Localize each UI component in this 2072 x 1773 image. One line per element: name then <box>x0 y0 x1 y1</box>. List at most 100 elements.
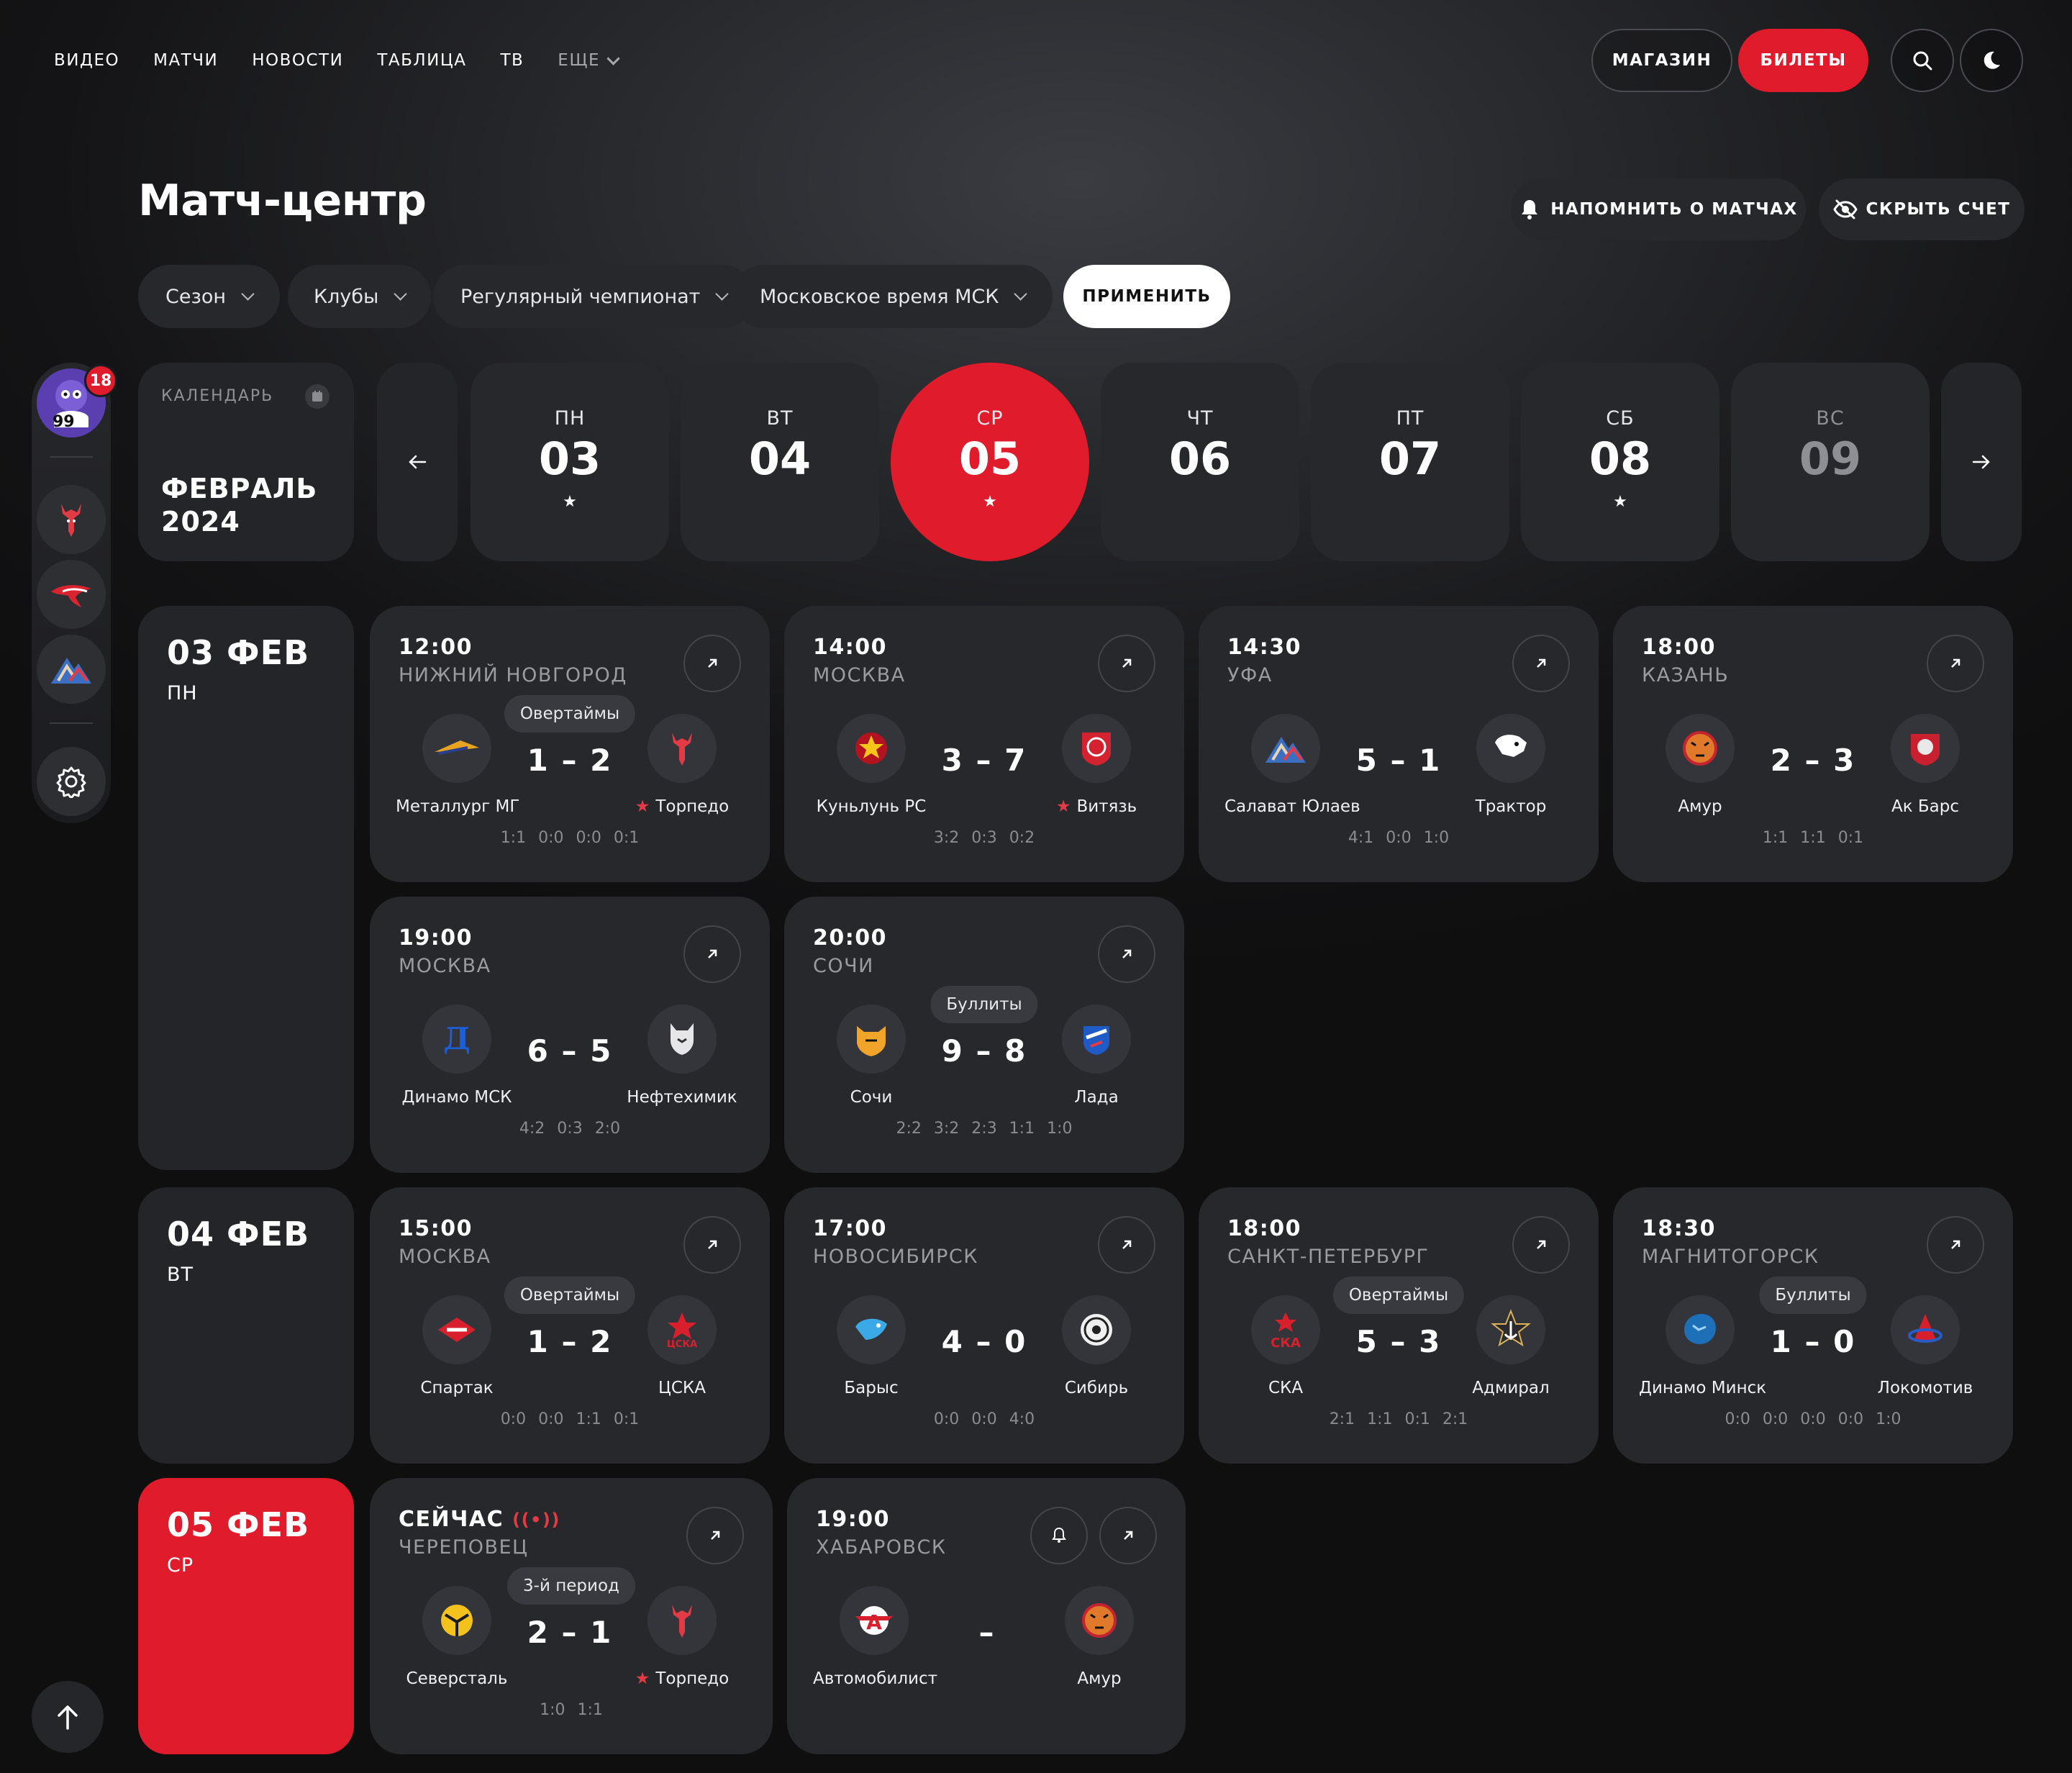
nav-more[interactable]: ЕЩЕ <box>558 51 620 70</box>
hide-score-button[interactable]: СКРЫТЬ СЧЕТ <box>1819 178 2025 240</box>
nav-news[interactable]: НОВОСТИ <box>252 51 344 70</box>
match-card-upcoming[interactable]: 19:00 ХАБАРОВСК А Автомобилист – Амур <box>787 1478 1186 1754</box>
away-team: ★ Торпедо <box>621 1586 743 1688</box>
open-match-button[interactable] <box>1927 635 1984 692</box>
day-wed[interactable]: СР 05 ★ <box>891 363 1089 561</box>
scroll-top-button[interactable] <box>32 1681 104 1753</box>
day-mon[interactable]: ПН 03 ★ <box>471 363 669 561</box>
match-card[interactable]: 19:00 МОСКВА Д Динамо МСК 6 – 5 Нефтехими… <box>370 897 770 1173</box>
timezone-select[interactable]: Московское время МСК <box>732 265 1053 328</box>
match-time: 14:30 <box>1227 635 1301 660</box>
remind-button[interactable]: НАПОМНИТЬ О МАТЧАХ <box>1511 178 1806 240</box>
calendar-month-name: ФЕВРАЛЬ <box>161 473 318 504</box>
tournament-select[interactable]: Регулярный чемпионат <box>433 265 755 328</box>
remind-match-button[interactable] <box>1030 1507 1088 1564</box>
open-match-button[interactable] <box>1512 635 1570 692</box>
team-name: СКА <box>1268 1379 1304 1397</box>
sidebar-club-salavat[interactable] <box>37 635 106 704</box>
shop-button[interactable]: МАГАЗИН <box>1591 29 1732 92</box>
day-number: 06 <box>1168 432 1232 485</box>
nav-table[interactable]: ТАБЛИЦА <box>377 51 467 70</box>
open-match-button[interactable] <box>1098 925 1155 983</box>
match-card[interactable]: 17:00 НОВОСИБИРСК Барыс 4 – 0 Сибирь 0:0… <box>784 1187 1184 1464</box>
spartak-logo-icon <box>422 1295 491 1364</box>
chevron-down-icon <box>606 51 620 65</box>
date-label: 03 ФЕВ <box>167 633 310 672</box>
timezone-label: Московское время МСК <box>760 285 999 308</box>
nav-tv[interactable]: ТВ <box>500 51 524 70</box>
match-time: 18:00 <box>1642 635 1716 660</box>
team-name: Амур <box>1678 797 1722 816</box>
away-team: Трактор <box>1450 714 1572 816</box>
avatar-number: 99 <box>53 413 75 431</box>
match-card[interactable]: 18:00 КАЗАНЬ Амур 2 – 3 Ак Барс 1:1 1:1 … <box>1613 606 2013 882</box>
calendar-month[interactable]: КАЛЕНДАРЬ ФЕВРАЛЬ 2024 <box>138 363 354 561</box>
match-card[interactable]: 15:00 МОСКВА Овертаймы Спартак 1 – 2 ЦСК… <box>370 1187 770 1464</box>
settings-button[interactable] <box>37 747 106 816</box>
day-fri[interactable]: ПТ 07 <box>1311 363 1509 561</box>
search-button[interactable] <box>1891 29 1954 92</box>
day-name: ЧТ <box>1186 407 1214 430</box>
mountain-logo-icon <box>51 658 91 684</box>
open-match-button[interactable] <box>683 635 741 692</box>
open-match-button[interactable] <box>1927 1216 1984 1274</box>
nav-matches[interactable]: МАТЧИ <box>153 51 219 70</box>
home-team: Спартак <box>396 1295 518 1397</box>
open-match-button[interactable] <box>1512 1216 1570 1274</box>
home-team: Сочи <box>810 1005 932 1107</box>
svg-text:СКА: СКА <box>1271 1336 1301 1350</box>
away-team: Ак Барс <box>1864 714 1986 816</box>
home-team: Куньлунь РС <box>810 714 932 816</box>
tickets-button[interactable]: БИЛЕТЫ <box>1738 29 1868 92</box>
open-match-button[interactable] <box>683 925 741 983</box>
open-match-button[interactable] <box>686 1507 744 1564</box>
away-team: Локомотив <box>1864 1295 1986 1397</box>
match-card[interactable]: 12:00 НИЖНИЙ НОВГОРОД Овертаймы Металлур… <box>370 606 770 882</box>
avatar[interactable]: 99 18 <box>37 364 117 437</box>
match-card-live[interactable]: СЕЙЧАС ((•)) ЧЕРЕПОВЕЦ 3-й период Северст… <box>370 1478 773 1754</box>
team-name: Торпедо <box>655 797 730 816</box>
day-sun[interactable]: ВС 09 <box>1731 363 1930 561</box>
open-match-button[interactable] <box>1098 1216 1155 1274</box>
match-card[interactable]: 18:00 САНКТ-ПЕТЕРБУРГ Овертаймы СКА СКА 5… <box>1199 1187 1599 1464</box>
season-select[interactable]: Сезон <box>138 265 280 328</box>
match-card[interactable]: 14:00 МОСКВА Куньлунь РС 3 – 7 ★ Витязь 3… <box>784 606 1184 882</box>
home-team: А Автомобилист <box>813 1586 937 1688</box>
apply-button[interactable]: ПРИМЕНИТЬ <box>1063 265 1230 328</box>
match-card[interactable]: 14:30 УФА Салават Юлаев 5 – 1 Трактор 4:… <box>1199 606 1599 882</box>
nav-video[interactable]: ВИДЕО <box>54 51 120 70</box>
next-week-button[interactable] <box>1941 363 2022 561</box>
home-team: Динамо Минск <box>1639 1295 1766 1397</box>
day-thu[interactable]: ЧТ 06 <box>1101 363 1299 561</box>
arrow-up-right-icon <box>1951 658 1960 668</box>
prev-week-button[interactable] <box>377 363 458 561</box>
clubs-select[interactable]: Клубы <box>288 265 432 328</box>
match-status-tag: Буллиты <box>1759 1277 1867 1314</box>
arrow-up-right-icon <box>1122 658 1132 668</box>
match-card[interactable]: 20:00 СОЧИ Буллиты Сочи 9 – 8 Лада 2:2 3… <box>784 897 1184 1173</box>
match-time: 19:00 <box>399 925 473 951</box>
day-sat[interactable]: СБ 08 ★ <box>1521 363 1719 561</box>
arrow-up-right-icon <box>708 658 717 668</box>
match-score: 1 – 2 <box>527 743 613 778</box>
open-match-button[interactable] <box>683 1216 741 1274</box>
sidebar-club-avangard[interactable] <box>37 560 106 629</box>
deer-logo-icon <box>61 504 81 537</box>
match-card[interactable]: 18:30 МАГНИТОГОРСК Буллиты Динамо Минск … <box>1613 1187 2013 1464</box>
team-name: Витязь <box>1076 797 1137 816</box>
away-team: Адмирал <box>1450 1295 1572 1397</box>
theme-toggle-button[interactable] <box>1960 29 2023 92</box>
team-name: Салават Юлаев <box>1224 797 1360 816</box>
period-scores: 1:0 1:1 <box>540 1701 603 1719</box>
weekday-label: ВТ <box>167 1264 194 1286</box>
home-team: Северсталь <box>396 1586 518 1688</box>
match-score: 4 – 0 <box>941 1324 1027 1359</box>
sidebar-club-torpedo[interactable] <box>37 485 106 554</box>
team-name: Металлург МГ <box>396 797 520 816</box>
red-star-logo-icon <box>837 714 906 783</box>
day-tue[interactable]: ВТ 04 <box>681 363 879 561</box>
open-match-button[interactable] <box>1098 635 1155 692</box>
open-match-button[interactable] <box>1099 1507 1157 1564</box>
lokomotiv-logo-icon <box>1891 1295 1960 1364</box>
remind-label: НАПОМНИТЬ О МАТЧАХ <box>1550 200 1798 219</box>
